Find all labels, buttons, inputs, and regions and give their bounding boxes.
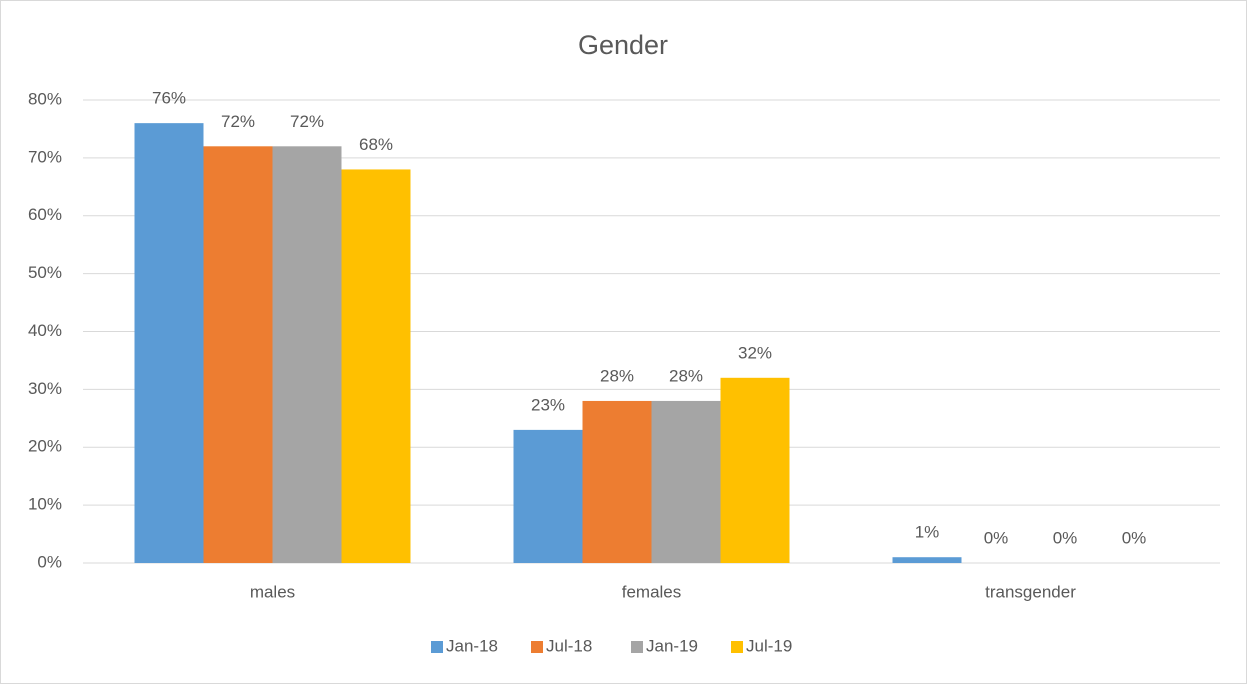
bar (892, 557, 962, 563)
data-label: 72% (290, 112, 324, 131)
data-label: 32% (738, 343, 772, 362)
legend-swatch (731, 641, 743, 653)
chart-title: Gender (578, 30, 668, 60)
data-label: 28% (669, 366, 703, 385)
legend-swatch (531, 641, 543, 653)
y-tick-label: 0% (37, 552, 62, 571)
y-tick-label: 30% (28, 379, 62, 398)
data-label: 1% (915, 523, 940, 542)
data-label: 23% (531, 395, 565, 414)
data-label: 28% (600, 366, 634, 385)
data-label: 0% (984, 528, 1009, 547)
bar (272, 146, 342, 564)
data-label: 68% (359, 135, 393, 154)
legend-label: Jan-19 (646, 636, 698, 655)
bar (651, 400, 721, 563)
bar (582, 400, 652, 563)
y-tick-label: 10% (28, 495, 62, 514)
y-tick-label: 80% (28, 89, 62, 108)
bar (720, 377, 790, 563)
data-label: 0% (1122, 528, 1147, 547)
data-label: 0% (1053, 528, 1078, 547)
y-tick-label: 60% (28, 205, 62, 224)
legend-label: Jul-19 (746, 636, 792, 655)
x-tick-label: females (622, 582, 682, 601)
data-label: 72% (221, 112, 255, 131)
legend-label: Jan-18 (446, 636, 498, 655)
bar (341, 169, 411, 563)
legend-swatch (431, 641, 443, 653)
legend-label: Jul-18 (546, 636, 592, 655)
x-tick-label: males (250, 582, 295, 601)
bar (134, 123, 204, 564)
x-tick-label: transgender (985, 582, 1076, 601)
bar (513, 429, 583, 563)
data-label: 76% (152, 89, 186, 108)
y-tick-label: 70% (28, 147, 62, 166)
y-tick-label: 20% (28, 437, 62, 456)
y-tick-label: 40% (28, 321, 62, 340)
legend-swatch (631, 641, 643, 653)
y-tick-label: 50% (28, 263, 62, 282)
bar (203, 146, 273, 564)
